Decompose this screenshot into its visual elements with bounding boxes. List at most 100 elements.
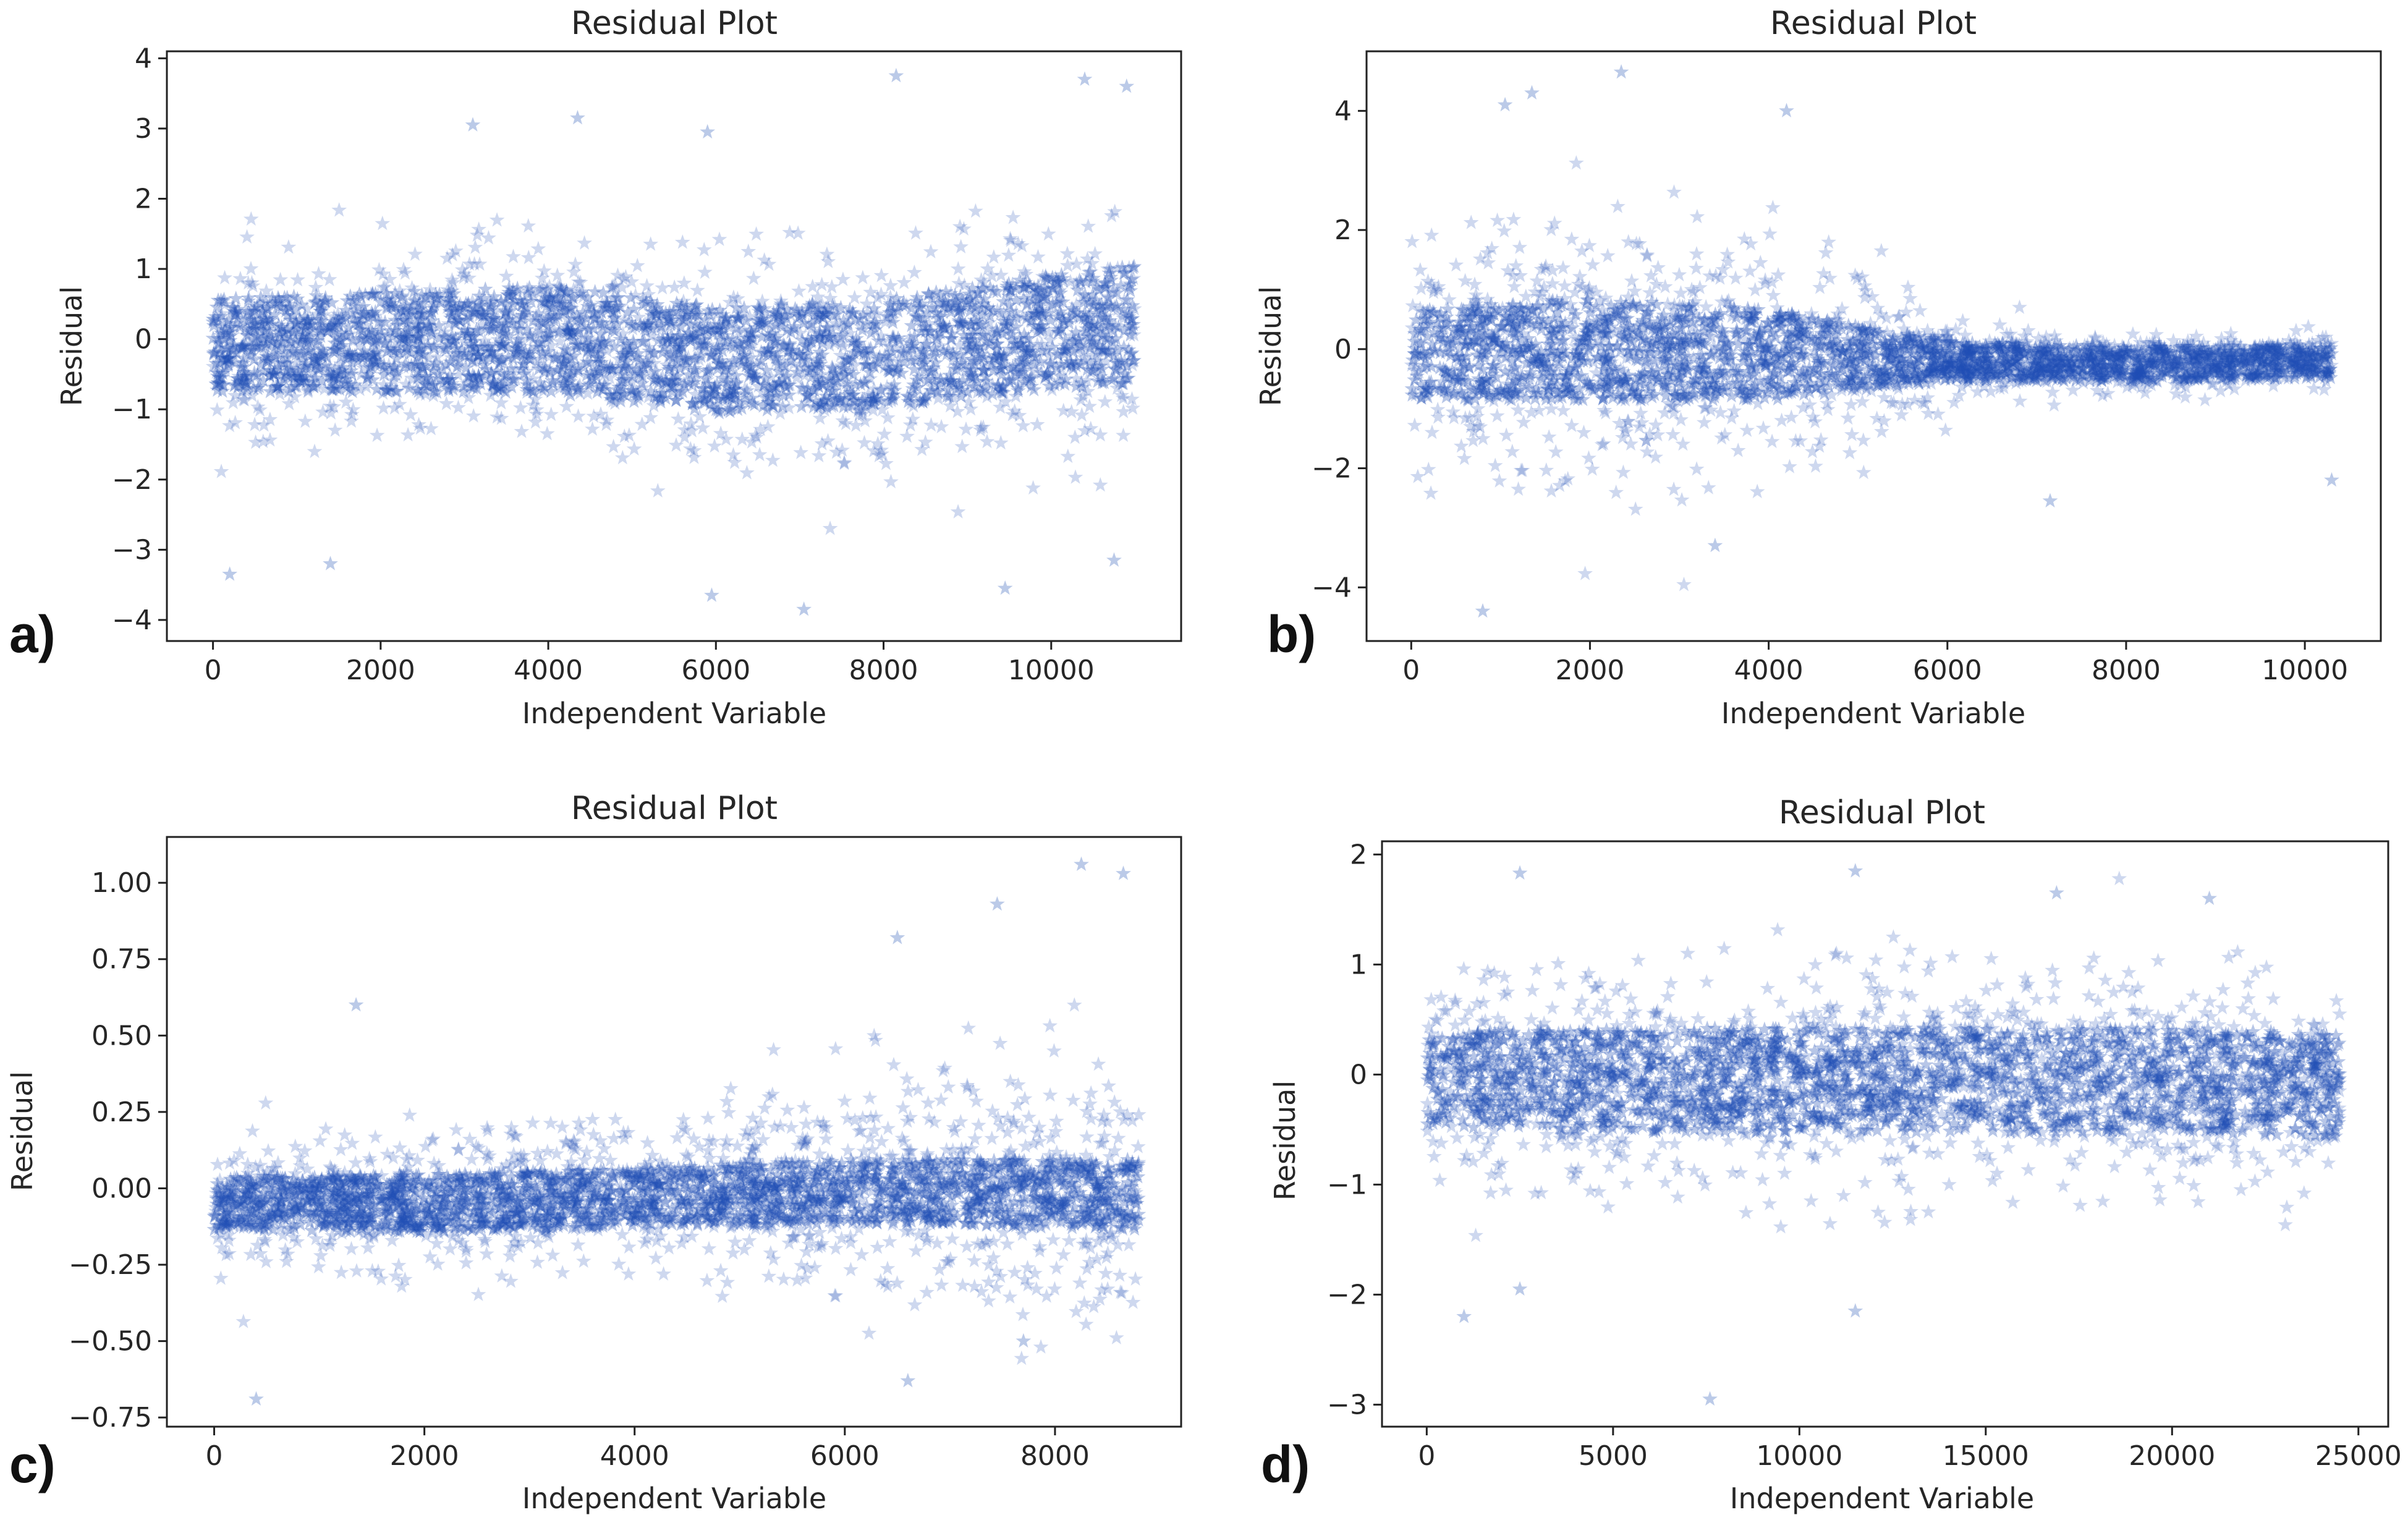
panel-a-point [873, 267, 889, 282]
panel-b-point [1511, 481, 1526, 496]
panel-a-y-tick-label: 4 [135, 43, 152, 74]
panel-b-point [1564, 417, 1580, 433]
panel-a-y-tick-label: −1 [112, 394, 152, 425]
panel-a: Residual Plot 0 2000 4000 6000 8000 10000 −4−… [9, 5, 1182, 730]
panel-a-y-tick-label: 2 [135, 184, 152, 215]
panel-b-point [1739, 422, 1755, 437]
panel-a-point [950, 504, 966, 519]
panel-b-point [2177, 389, 2193, 404]
panel-a-y-axis-label: Residual [55, 286, 88, 406]
panel-a-point [963, 401, 978, 416]
panel-a-label: a) [9, 605, 56, 663]
panel-a-point [923, 417, 939, 432]
panel-a-point [670, 411, 686, 426]
panel-a-point [465, 408, 481, 423]
panel-a-point [467, 239, 483, 254]
panel-a-point [793, 444, 809, 459]
panel-a-point [933, 418, 949, 434]
panel-a-outlier-point [700, 124, 716, 139]
panel-b-point [1489, 407, 1505, 423]
panel-a-point [979, 433, 995, 449]
panel-a-point [746, 270, 761, 286]
panel-b-point [2125, 326, 2141, 341]
panel-a-point [1029, 417, 1045, 431]
panel-b-point [1688, 260, 1704, 275]
panel-b: Residual Plot 0 2000 4000 6000 8000 10000 −4−… [1254, 5, 2382, 730]
panel-a-point [570, 408, 586, 423]
panel-a-y-tick-label: 3 [135, 113, 152, 145]
panel-a-point [376, 400, 391, 415]
panel-a-point [950, 261, 966, 276]
panel-a-point [883, 473, 899, 489]
panel-a-point [536, 263, 552, 278]
panel-b-point [1700, 480, 1716, 495]
panel-b-point [1504, 443, 1520, 459]
panel-b-point [1650, 260, 1666, 274]
panel-a-point [993, 435, 1009, 450]
panel-a-x-tick-label: 6000 [681, 655, 750, 686]
panel-a-point [307, 443, 323, 459]
panel-a-point [814, 276, 830, 292]
panel-a-x-tick-label: 0 [205, 655, 222, 686]
panel-a-point [400, 427, 416, 442]
panel-a-point [577, 235, 592, 250]
panel-a-point [953, 239, 969, 253]
panel-a-outlier-point [888, 67, 904, 83]
panel-b-point [1407, 417, 1423, 432]
panel-b-point [1792, 433, 1808, 448]
panel-a-point [243, 261, 259, 276]
panel-a-point [734, 431, 750, 446]
panel-a-point [791, 283, 807, 298]
panel-a-point [696, 242, 712, 257]
panel-b-point [1568, 155, 1584, 170]
panel-a-point [402, 407, 418, 422]
panel-a-point [1080, 218, 1096, 233]
panel-b-point [1752, 255, 1768, 270]
panel-b-point [1487, 457, 1503, 472]
panel-a-point [290, 271, 305, 287]
panel-a-point [530, 240, 546, 256]
panel-a-point [1060, 448, 1076, 463]
panel-b-point [1900, 279, 1916, 294]
panel-b-point [1696, 414, 1712, 430]
panel-b-point [1713, 404, 1728, 420]
panel-a-point [213, 464, 229, 478]
panel-b-point [1843, 396, 1859, 412]
panel-b-point [1627, 501, 1643, 516]
panel-a-point [908, 225, 923, 240]
panel-a-y-tick-label: −2 [112, 464, 152, 496]
panel-a-point [643, 236, 659, 251]
panel-a-point [407, 246, 423, 261]
panel-a-point [958, 421, 974, 436]
panel-b-point [1548, 444, 1564, 459]
panel-a-x-axis-label: Independent Variable [522, 697, 826, 730]
panel-b-title: Residual Plot [1770, 5, 1977, 42]
panel-a-point [690, 282, 705, 297]
panel-a-point [857, 435, 872, 449]
panel-a-point [899, 428, 915, 443]
panel-a-point [514, 423, 530, 438]
panel-b-point [1639, 248, 1655, 263]
panel-a-outlier-point [570, 109, 585, 125]
panel-a-point [676, 275, 692, 290]
panel-a-point [506, 248, 521, 263]
panel-a-point [711, 231, 727, 246]
panel-a-point [836, 455, 852, 470]
panel-a-point [252, 402, 268, 417]
panel-b-point [1541, 429, 1557, 444]
panel-a-point [217, 270, 232, 285]
panel-a-point [331, 202, 347, 217]
panel-a-point [896, 274, 912, 289]
panel-a-point [838, 415, 854, 430]
panel-a-point [498, 268, 514, 283]
panel-a-point [273, 271, 289, 287]
panel-a-point [539, 425, 555, 441]
panel-a-outlier-point [704, 587, 719, 602]
panel-a-point [740, 244, 757, 258]
panel-a-x-tick-label: 8000 [849, 655, 918, 686]
panel-a-point [549, 267, 566, 282]
panel-b-point [1749, 483, 1765, 499]
panel-b-point [1624, 273, 1640, 288]
panel-a-point [1116, 427, 1131, 442]
